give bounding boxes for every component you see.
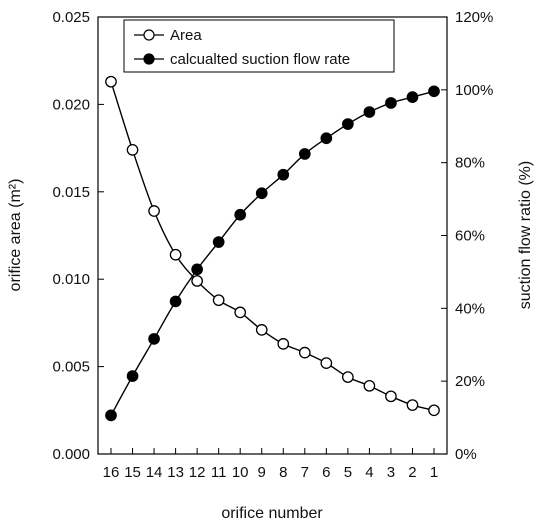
series-flow-point	[385, 97, 397, 109]
y-right-tick-label: 60%	[455, 228, 485, 245]
x-tick-label: 12	[189, 464, 206, 481]
y-right-tick-label: 0%	[455, 446, 477, 463]
series-area-point	[234, 306, 247, 319]
y-left-axis-title: orifice area (m²)	[7, 179, 24, 292]
legend-flow-marker	[143, 53, 155, 65]
x-tick-label: 10	[232, 464, 249, 481]
series-flow-point	[277, 168, 290, 181]
series-flow-point	[105, 409, 117, 422]
series-area-point	[385, 390, 397, 403]
y-left-tick-label: 0.005	[52, 359, 90, 376]
x-tick-label: 4	[365, 464, 373, 481]
x-tick-label: 15	[124, 464, 141, 481]
series-flow-line	[110, 90, 435, 416]
y-right-tick-label: 20%	[455, 373, 485, 390]
legend-area-marker	[143, 29, 155, 41]
x-tick-label: 14	[146, 464, 163, 481]
x-tick-label: 6	[322, 464, 330, 481]
series-flow-point	[255, 187, 268, 200]
y-left-tick-group: 0.000 0.005 0.010 0.015 0.020 0.025	[52, 9, 104, 463]
x-tick-label: 1	[430, 464, 438, 481]
series-flow-point	[212, 236, 225, 248]
series-area-point	[277, 338, 290, 350]
series-area-point	[363, 379, 376, 392]
y-right-tick-group: 0% 20% 40% 60% 80% 100% 120%	[441, 9, 493, 463]
legend-box	[123, 19, 395, 73]
series-flow-point	[406, 91, 419, 103]
legend: Area calcualted suction flow rate	[123, 19, 395, 73]
series-flow-point	[234, 208, 247, 221]
series-flow-point	[298, 148, 311, 160]
x-axis-title: orifice number	[221, 505, 323, 522]
y-right-tick-label: 80%	[455, 155, 485, 172]
series-area-point	[126, 143, 139, 156]
y-left-tick-label: 0.000	[52, 446, 90, 463]
series-flow-point	[320, 132, 333, 145]
series-area-point	[148, 205, 160, 217]
series-area-point	[212, 294, 225, 307]
series-flow-point	[169, 295, 182, 308]
series-area-point	[428, 404, 440, 417]
y-right-tick-label: 40%	[455, 300, 485, 317]
x-tick-label: 5	[344, 464, 352, 481]
series-flow-point	[148, 333, 160, 345]
y-left-tick-label: 0.025	[52, 9, 90, 26]
x-tick-label: 7	[301, 464, 309, 481]
series-area-point	[298, 346, 311, 359]
series-flow-point	[191, 263, 203, 276]
x-tick-label: 16	[103, 464, 120, 481]
y-left-tick-label: 0.015	[52, 184, 90, 201]
x-tick-label: 9	[258, 464, 266, 481]
series-area-point	[169, 248, 182, 261]
y-right-axis-title: suction flow ratio (%)	[517, 161, 534, 310]
series-flow-point	[342, 118, 354, 130]
series-flow-point	[428, 85, 440, 98]
series-area-point	[406, 399, 419, 411]
x-tick-label: 8	[279, 464, 287, 481]
x-tick-label: 13	[167, 464, 184, 481]
series-layer	[105, 75, 440, 422]
series-area-point	[255, 324, 268, 336]
y-right-tick-label: 100%	[455, 82, 493, 99]
legend-flow-label: calcualted suction flow rate	[170, 51, 350, 68]
x-tick-label: 11	[211, 464, 227, 481]
series-area-line	[110, 81, 435, 411]
x-tick-group: 16 15 14 13 12 11 10 9 8 7 6 5 4 3 2 1	[103, 448, 438, 481]
series-flow-point	[126, 370, 139, 382]
y-left-tick-label: 0.020	[52, 96, 90, 113]
x-tick-label: 2	[408, 464, 416, 481]
y-right-tick-label: 120%	[455, 9, 493, 26]
series-flow-point	[363, 106, 376, 118]
legend-area-label: Area	[170, 27, 202, 44]
series-area-point	[342, 371, 354, 383]
series-area-point	[191, 275, 203, 287]
series-area-point	[105, 75, 117, 88]
y-left-tick-label: 0.010	[52, 271, 90, 288]
series-area-point	[320, 357, 333, 369]
x-tick-label: 3	[387, 464, 395, 481]
plot-frame	[97, 16, 448, 455]
